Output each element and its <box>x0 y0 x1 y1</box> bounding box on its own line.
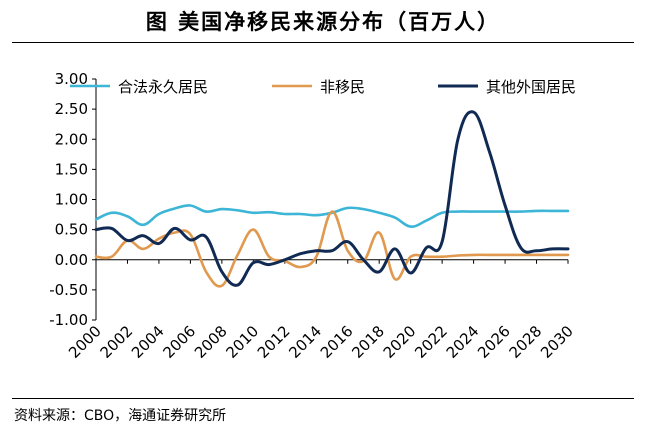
y-tick-label: 1.50 <box>55 160 88 178</box>
plot-lines <box>94 110 570 288</box>
x-tick-label: 2012 <box>254 322 294 362</box>
x-tick-label: 2030 <box>537 322 577 362</box>
x-tick-label: 2006 <box>159 322 199 362</box>
y-tick-label: -0.50 <box>49 281 88 299</box>
x-tick-label: 2016 <box>317 322 357 362</box>
x-tick-label: 2028 <box>506 322 546 362</box>
y-tick-label: 2.50 <box>55 100 88 118</box>
legend: 合法永久居民 非移民 其他外国居民 <box>70 78 576 96</box>
series-line-3 <box>94 110 570 287</box>
series-line-1 <box>94 204 570 228</box>
y-tick-label: 0.00 <box>55 251 88 269</box>
series-line-2 <box>94 210 570 288</box>
source-rule <box>12 398 634 399</box>
x-tick-label: 2004 <box>128 322 168 362</box>
legend-label-3: 其他外国居民 <box>486 78 576 96</box>
source-note: 资料来源：CBO，海通证券研究所 <box>14 408 227 424</box>
x-tick-label: 2010 <box>222 322 262 362</box>
y-tick-label: 2.00 <box>55 130 88 148</box>
x-tick-label: 2026 <box>474 322 514 362</box>
x-tick-label: 2022 <box>411 322 451 362</box>
x-tick-label: 2020 <box>380 322 420 362</box>
legend-label-1: 合法永久居民 <box>118 78 208 96</box>
x-tick-label: 2014 <box>285 322 325 362</box>
y-tick-label: -1.00 <box>49 311 88 329</box>
x-tick-label: 2008 <box>191 322 231 362</box>
x-tick-label: 2018 <box>348 322 388 362</box>
x-tick-label: 2002 <box>97 322 137 362</box>
chart-title: 图 美国净移民来源分布（百万人） <box>145 10 501 34</box>
y-tick-label: 0.50 <box>55 221 88 239</box>
x-axis: 2000200220042006200820102012201420162018… <box>65 259 577 362</box>
y-tick-label: 1.00 <box>55 191 88 209</box>
y-tick-label: 3.00 <box>55 70 88 88</box>
legend-label-2: 非移民 <box>320 78 365 96</box>
y-axis: 3.00 2.50 2.00 1.50 1.00 0.50 0.00 -0.50 -1.00 <box>49 70 97 329</box>
x-tick-label: 2024 <box>443 322 483 362</box>
title-rule <box>12 42 634 43</box>
